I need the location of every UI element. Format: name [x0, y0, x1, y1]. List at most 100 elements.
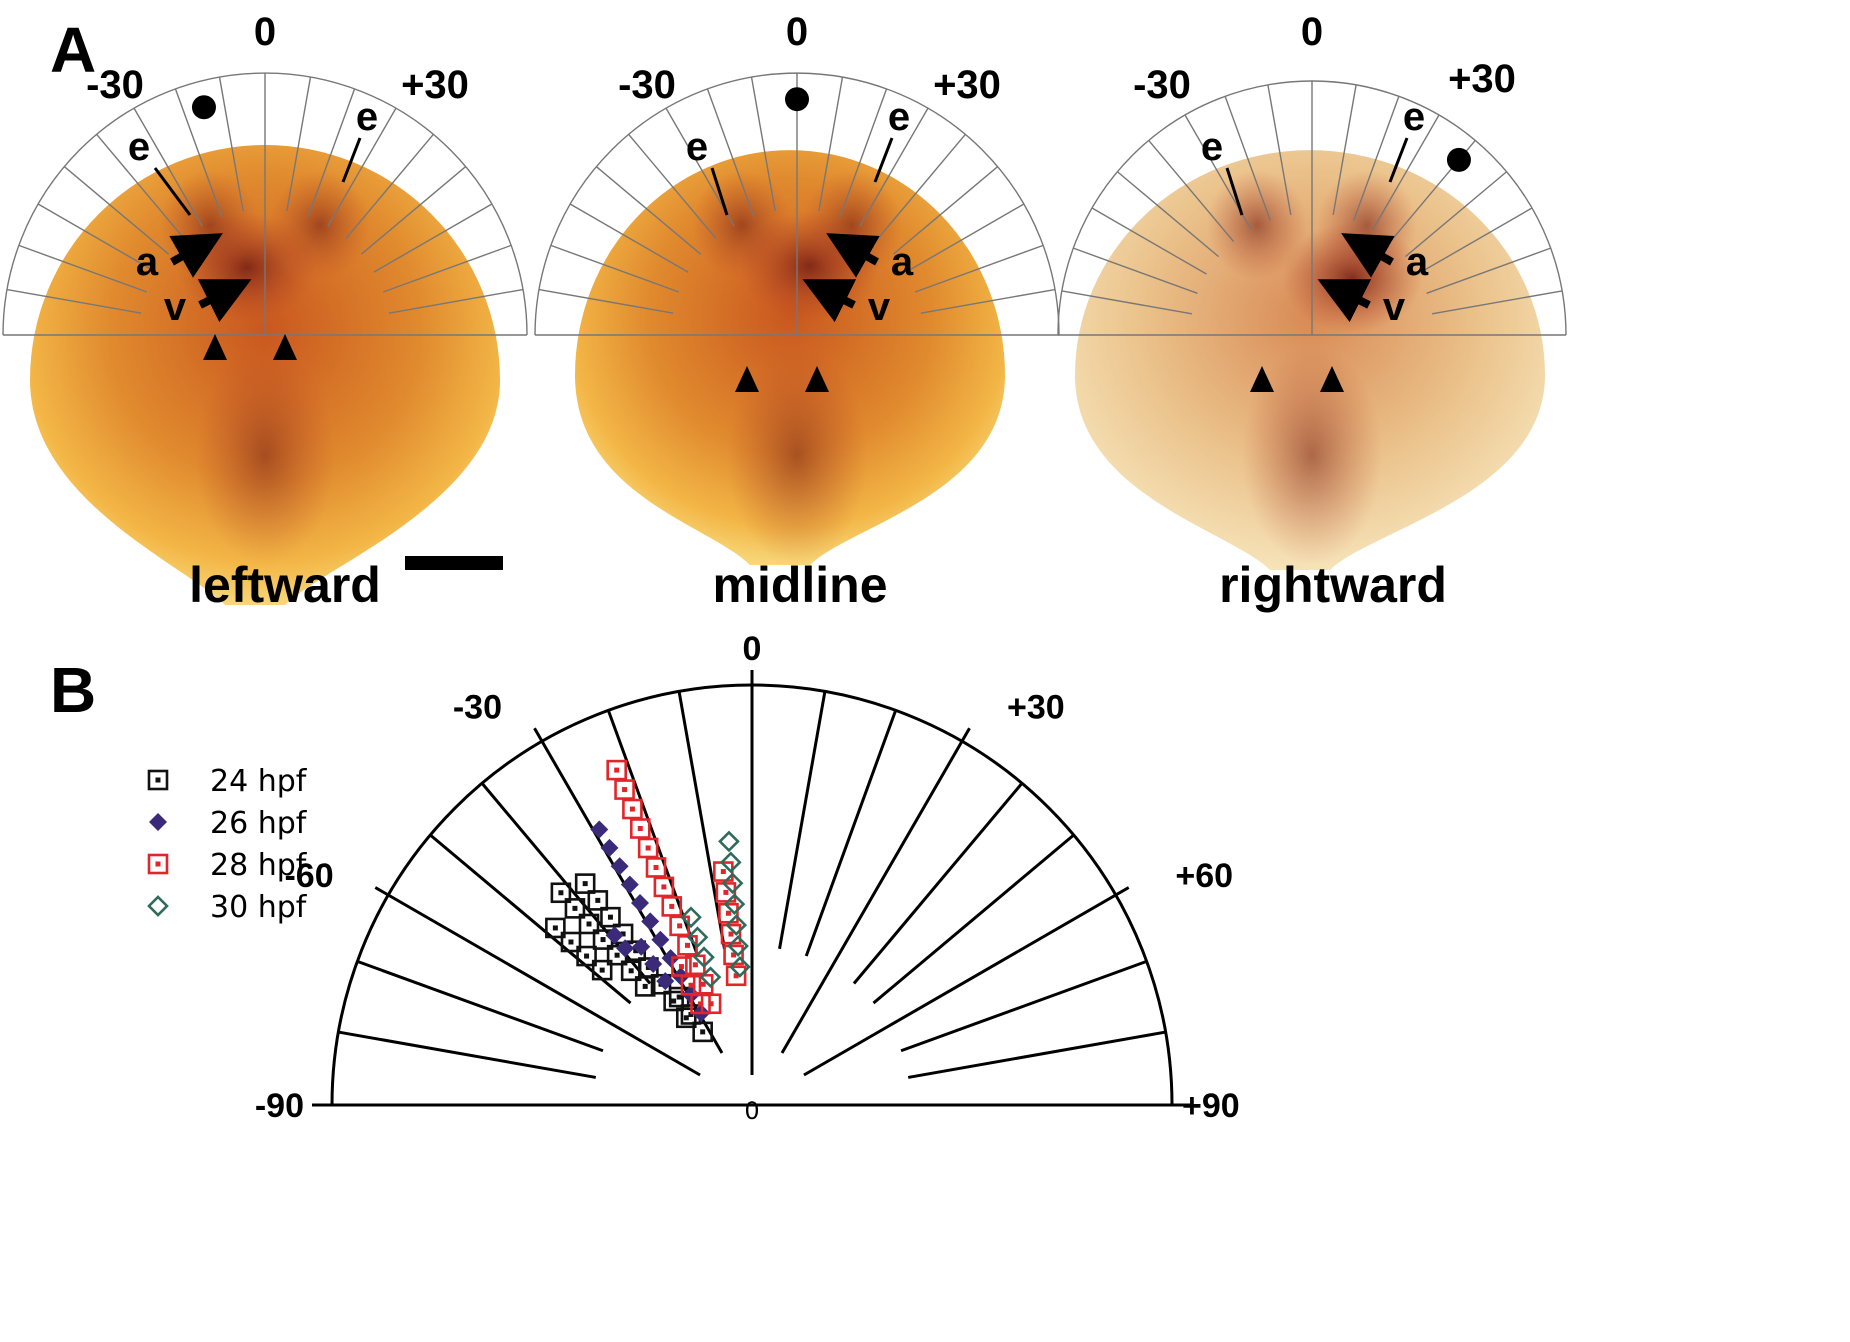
legend-label: 26 hpf: [210, 806, 308, 841]
label-e-right: e: [356, 95, 378, 139]
data-point: [671, 956, 692, 977]
data-point-center: [692, 962, 698, 968]
data-point-center: [688, 1011, 694, 1017]
data-point-center: [622, 787, 628, 793]
data-point-center: [628, 968, 634, 974]
scale-label-zero: 0: [1301, 10, 1323, 54]
polar-ray--10: [677, 691, 726, 950]
protractor-ray: [1061, 290, 1193, 315]
data-point: [610, 857, 629, 876]
protractor-ray: [382, 244, 512, 293]
center-label: 0: [744, 1097, 759, 1125]
data-point: [661, 896, 683, 917]
trunk-tissue: [195, 345, 335, 565]
series-1: [590, 820, 711, 1023]
data-point: [723, 893, 746, 916]
label-e-left: e: [1201, 125, 1223, 169]
protractor-overlay: [534, 72, 1060, 336]
label-a: a: [1406, 240, 1429, 284]
data-point: [620, 960, 642, 982]
data-point-center: [669, 903, 675, 909]
data-point: [680, 906, 702, 929]
data-point: [725, 965, 747, 987]
protractor-overlay: [2, 72, 528, 336]
data-point: [661, 949, 680, 968]
protractor-ray: [1417, 207, 1533, 275]
label-e-left: e: [128, 125, 150, 169]
data-point-center: [595, 897, 601, 903]
data-point: [715, 882, 737, 903]
arrowhead-marker-1: [1250, 366, 1274, 392]
protractor-ray: [1148, 139, 1235, 243]
scale-label-minus30: -30: [86, 63, 144, 107]
data-point: [564, 898, 586, 919]
protractor-ray: [859, 107, 929, 227]
legend-marker-center: [155, 777, 161, 783]
data-point-center: [614, 952, 620, 958]
series-2: [606, 759, 747, 1015]
data-point-center: [568, 939, 574, 945]
data-point: [616, 939, 635, 958]
data-point: [632, 937, 651, 956]
data-point-center: [676, 994, 682, 1000]
eye-right: [802, 170, 902, 280]
protractor-ray: [18, 244, 148, 293]
data-point-center: [653, 864, 659, 870]
protractor-ray: [750, 76, 776, 212]
polar-chart: -90 -60 -30 0 +30 +60 +90 0: [255, 630, 1240, 1125]
arrow-v: [197, 279, 252, 323]
polar-ray-80: [907, 1030, 1166, 1079]
protractor-ray: [1372, 114, 1440, 230]
angle-tick-label: -30: [453, 689, 502, 727]
data-point-center: [600, 937, 606, 943]
legend-marker: [147, 769, 169, 791]
data-point-center: [558, 890, 564, 896]
data-point: [656, 972, 675, 991]
data-point: [719, 851, 742, 874]
protractor-ray: [286, 76, 312, 212]
protractor-ray: [1426, 247, 1551, 294]
data-point: [606, 759, 627, 781]
data-point: [645, 857, 667, 878]
data-point-center: [620, 931, 626, 937]
data-point-center: [677, 923, 683, 929]
eye-right: [270, 170, 370, 280]
data-point: [727, 935, 749, 957]
protractor-ray: [595, 166, 702, 255]
data-point-center: [733, 973, 739, 979]
polar-ray--60: [374, 886, 701, 1077]
data-point: [634, 976, 656, 997]
protractor-ray: [538, 288, 674, 314]
eye-left: [692, 170, 792, 280]
data-point: [641, 912, 660, 931]
embryo-panel-rightward: 0 -30 +30 e e av rightward: [1057, 10, 1567, 613]
data-point-center: [700, 1029, 706, 1035]
trunk-tissue: [1242, 345, 1382, 565]
protractor-ray: [1332, 84, 1357, 216]
data-point-center: [723, 889, 729, 895]
data-point-center: [725, 910, 731, 916]
protractor-ray: [373, 203, 493, 273]
polar-ray--70: [356, 959, 604, 1053]
data-point-center: [700, 981, 706, 987]
data-point-center: [614, 767, 620, 773]
data-point: [545, 917, 566, 939]
arrowhead-marker-2: [273, 334, 297, 360]
series-3: [680, 830, 751, 989]
scale-label-zero: 0: [254, 10, 276, 54]
angle-tick-label: +30: [1007, 689, 1065, 727]
angle-tick-label: -90: [255, 1087, 304, 1125]
angle-tick-label: +60: [1175, 857, 1233, 895]
data-point: [721, 872, 744, 895]
data-point: [637, 837, 659, 859]
legend-label: 28 hpf: [210, 848, 308, 883]
scale-bar: [405, 556, 503, 570]
data-point: [686, 926, 709, 949]
arrowhead-marker-1: [203, 334, 227, 360]
data-point: [600, 838, 619, 857]
protractor-ray: [706, 88, 755, 218]
pointer-e-right: [1388, 137, 1409, 183]
scale-label-plus30: +30: [933, 63, 1001, 107]
data-point: [644, 954, 663, 973]
